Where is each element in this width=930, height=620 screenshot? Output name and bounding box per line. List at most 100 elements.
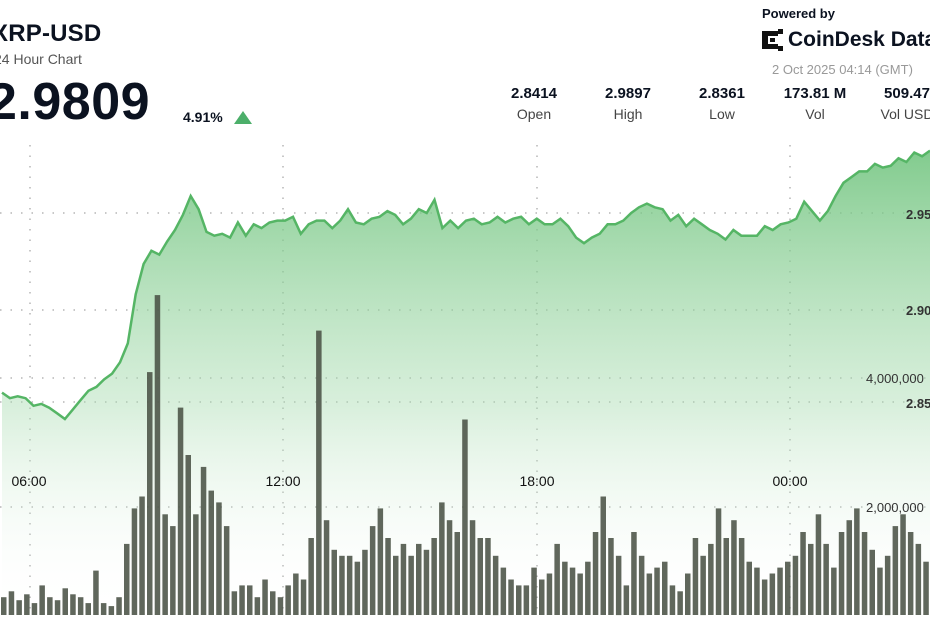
volume-bar	[285, 585, 291, 615]
volume-bar	[162, 514, 168, 615]
volume-bar	[408, 555, 414, 616]
powered-by-label: Powered by	[762, 6, 835, 21]
volume-bar	[662, 561, 668, 615]
volume-bar	[439, 502, 445, 615]
volume-bar	[562, 561, 568, 615]
volume-bar	[761, 579, 768, 615]
volume-bar	[254, 597, 261, 615]
volume-bar	[270, 591, 276, 615]
volume-bar	[454, 532, 460, 615]
stat-value: 173.81 M	[783, 85, 847, 102]
price-line	[1, 149, 930, 421]
volume-bar	[692, 538, 699, 615]
volume-bar	[654, 567, 660, 615]
volume-bar	[139, 496, 145, 615]
volume-bar	[715, 508, 722, 615]
volume-bar	[531, 567, 537, 615]
volume-bar	[247, 585, 253, 615]
volume-bar	[685, 573, 691, 615]
volume-bar	[108, 606, 115, 615]
volume-bar	[85, 603, 91, 615]
volume-bar	[831, 567, 837, 615]
volume-bar	[846, 520, 852, 615]
volume-bar	[500, 567, 507, 615]
volume-bar	[523, 585, 530, 615]
volume-bar	[177, 407, 184, 615]
time-tick-label: 00:00	[772, 473, 807, 489]
current-price: 2.9809	[0, 73, 151, 131]
volume-bar	[708, 543, 714, 615]
volume-bar	[892, 526, 899, 615]
stat-high: 2.9897 High	[583, 85, 673, 122]
volume-bar	[331, 549, 337, 615]
volume-bar	[469, 520, 476, 615]
coindesk-mark-icon	[762, 29, 784, 51]
time-tick-label: 12:00	[265, 473, 300, 489]
price-axis-labels: 2.95 2.90 2.85	[906, 207, 930, 411]
volume-bar	[293, 573, 299, 615]
volume-bar	[808, 543, 814, 615]
volume-bar	[516, 585, 522, 615]
volume-bar	[823, 543, 829, 615]
volume-bar	[585, 561, 591, 615]
volume-bar	[77, 597, 84, 615]
pair-title: XRP-USD	[0, 20, 102, 47]
volume-bar	[393, 555, 399, 616]
time-axis-labels: 06:00 12:00 18:00 00:00	[11, 473, 807, 489]
volume-bar	[700, 555, 706, 616]
volume-bar	[216, 502, 222, 615]
volume-bar	[608, 538, 614, 615]
volume-bar	[838, 532, 845, 615]
stat-label: Open	[516, 106, 552, 122]
volume-bar	[539, 579, 545, 615]
volume-bar	[116, 597, 122, 615]
volume-bar	[754, 567, 760, 615]
volume-bar	[792, 555, 799, 616]
price-tick-label: 2.90	[906, 303, 930, 318]
volume-bar	[669, 585, 676, 615]
volume-bar	[362, 549, 368, 615]
stat-label: Vol	[805, 106, 825, 122]
volume-bar	[300, 579, 307, 615]
volume-bar	[277, 597, 284, 615]
volume-bar	[577, 573, 583, 615]
volume-bar	[646, 573, 653, 615]
chart-subtitle: 24 Hour Chart	[0, 51, 82, 67]
volume-bar	[923, 561, 929, 615]
stat-label: Vol USD	[880, 106, 930, 122]
volume-bar	[346, 555, 353, 616]
volume-bar	[738, 538, 745, 615]
volume-bar	[308, 538, 314, 615]
volume-bar	[47, 597, 53, 615]
volume-bar	[339, 555, 345, 616]
volume-bar	[70, 594, 76, 615]
volume-bar	[131, 508, 138, 615]
volume-bar	[900, 514, 906, 615]
volume-bar	[677, 591, 683, 615]
volume-bar	[147, 372, 153, 615]
volume-bar	[884, 555, 891, 616]
stat-vol: 173.81 M Vol	[770, 85, 860, 122]
volume-bar	[323, 520, 330, 615]
volume-bar	[915, 543, 922, 615]
volume-bar	[16, 600, 22, 615]
volume-axis-labels: 4,000,000 2,000,000	[866, 371, 924, 515]
volume-bar	[223, 526, 230, 615]
stat-value: 2.9897	[605, 85, 651, 102]
coindesk-logo[interactable]: CoinDesk Data	[762, 28, 930, 52]
volume-bar	[385, 538, 391, 615]
volume-bar	[431, 538, 437, 615]
volume-bar	[746, 561, 752, 615]
volume-bar	[631, 532, 637, 615]
volume-bar	[907, 532, 914, 615]
time-tick-label: 06:00	[11, 473, 46, 489]
stat-vol-usd: 509.47 Vol USD	[862, 85, 930, 122]
time-tick-label: 18:00	[519, 473, 554, 489]
volume-bar	[354, 561, 361, 615]
volume-tick-label: 2,000,000	[866, 500, 924, 515]
volume-bar	[100, 603, 107, 615]
volume-bar	[185, 455, 191, 615]
logo-text: CoinDesk Data	[788, 28, 930, 51]
volume-bar	[485, 538, 491, 615]
